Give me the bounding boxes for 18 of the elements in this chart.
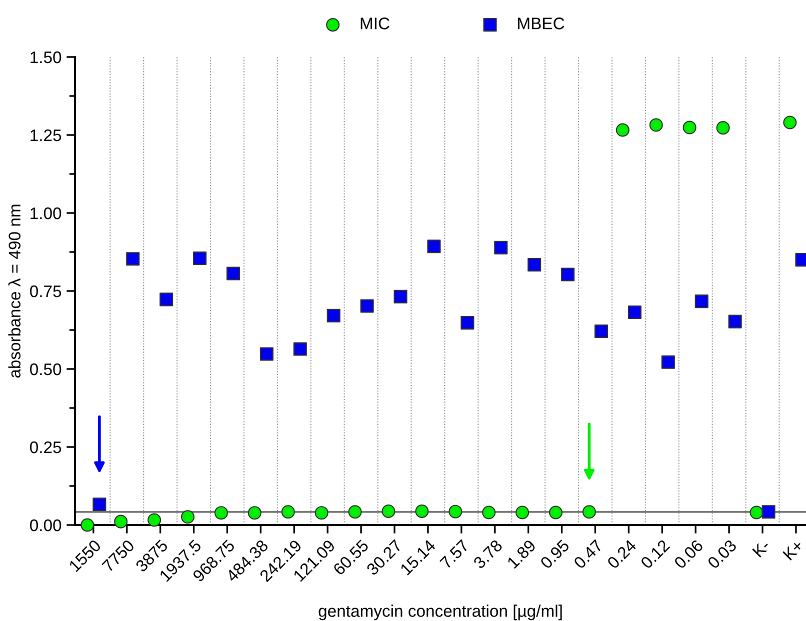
y-axis-title: absorbance λ = 490 nm — [8, 204, 21, 378]
y-tick-label: 0.00 — [30, 519, 62, 532]
x-tick-label: 3.78 — [472, 539, 504, 570]
x-tick-label: 0.24 — [606, 538, 637, 570]
x-axis-title: gentamycin concentration [µg/ml] — [318, 604, 562, 620]
y-tick-label: 1.00 — [30, 207, 62, 220]
x-tick-label: 0.03 — [706, 539, 738, 570]
x-tick-label: 0.12 — [640, 539, 670, 570]
y-tick-label: 0.25 — [30, 441, 62, 454]
y-tick-label: 0.50 — [30, 363, 62, 376]
y-tick-label: 1.50 — [30, 51, 62, 64]
x-tick-label: K- — [752, 539, 771, 558]
legend-label: MIC — [360, 18, 390, 30]
y-tick-label: 1.25 — [30, 129, 62, 142]
legend-label: MBEC — [518, 18, 564, 30]
x-tick-label: K+ — [782, 539, 804, 561]
x-tick-label: 0.06 — [673, 539, 704, 570]
y-tick-label: 0.75 — [30, 285, 62, 298]
